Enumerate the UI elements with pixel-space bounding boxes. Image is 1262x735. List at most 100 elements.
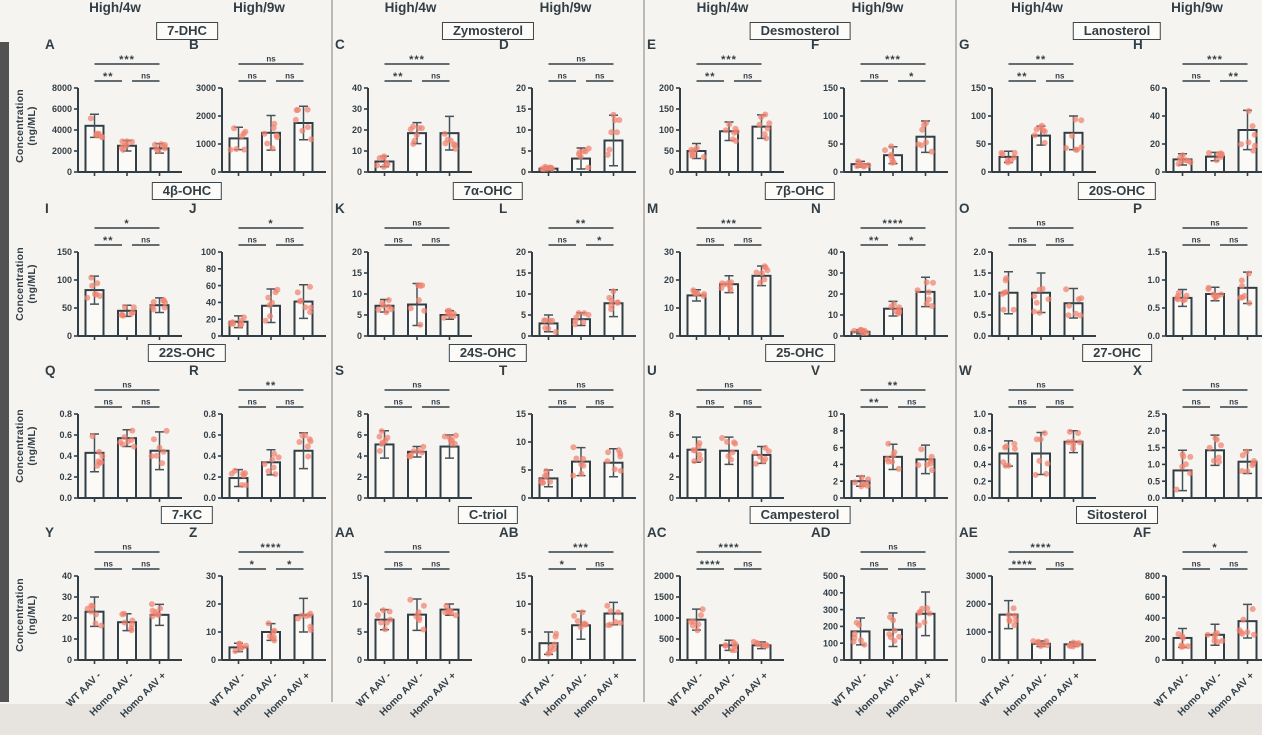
error-bar: [299, 105, 308, 141]
data-point: [604, 458, 611, 465]
data-point: [850, 638, 857, 645]
data-point: [274, 134, 281, 141]
y-tick-label: 10: [62, 634, 72, 644]
data-point: [308, 304, 315, 311]
data-point: [891, 627, 898, 634]
data-point: [888, 151, 895, 158]
y-tick-label: 0: [833, 493, 838, 503]
data-point: [231, 125, 237, 132]
y-axis-label: Concentration (ng/ML): [13, 408, 38, 483]
data-point: [265, 620, 272, 627]
data-point: [407, 126, 414, 133]
sterol-title: 24S-OHC: [448, 344, 528, 362]
data-point: [275, 454, 282, 461]
chart-panel: C *** ** ns 0 10 20 30 40: [334, 22, 478, 185]
panel-H: H *** ns ** 0 20 40 60: [1133, 37, 1262, 177]
y-tick-label: 0: [521, 493, 526, 503]
data-point: [1066, 302, 1073, 309]
data-point: [1039, 641, 1046, 648]
data-point: [1036, 286, 1043, 293]
y-tick-label: 2: [833, 476, 838, 486]
y-tick-label: 100: [823, 638, 838, 648]
data-point: [374, 612, 381, 619]
significance-label: ns: [394, 560, 404, 569]
y-tick-label: 40: [1150, 111, 1160, 121]
data-point: [1003, 275, 1010, 282]
data-point: [385, 297, 392, 303]
data-point: [421, 307, 428, 314]
significance-label: ns: [248, 236, 258, 245]
sterol-title: 4β-OHC: [151, 182, 223, 200]
data-point: [579, 609, 586, 616]
data-point: [418, 449, 425, 456]
data-point: [1211, 457, 1217, 464]
data-point: [764, 125, 771, 132]
y-tick-label: 0.8: [973, 426, 986, 436]
data-point: [294, 289, 301, 296]
y-tick-label: 0: [521, 655, 526, 665]
y-tick-label: 0.8: [203, 409, 216, 419]
data-point: [1187, 470, 1193, 477]
data-point: [1180, 297, 1187, 304]
condition-header: High/4w: [89, 0, 141, 15]
data-point: [1075, 296, 1082, 303]
y-tick-label: 0.6: [973, 443, 986, 453]
significance-label: *: [560, 559, 565, 571]
y-tick-label: 1000: [196, 139, 216, 149]
panel-letter: D: [499, 37, 509, 52]
y-tick-label: 0: [1155, 167, 1160, 177]
data-point: [270, 628, 277, 635]
data-point: [270, 125, 277, 131]
y-tick-label: 200: [659, 83, 674, 93]
significance-label: ns: [1229, 560, 1239, 569]
data-point: [376, 433, 383, 440]
data-point: [890, 159, 897, 166]
data-point: [546, 317, 553, 324]
significance-label: ns: [104, 398, 114, 407]
chart-panel: J * ns ns 0 20 40 60 80 100: [188, 186, 332, 349]
y-tick-label: 0: [669, 493, 674, 503]
data-point: [230, 320, 237, 327]
data-point: [163, 427, 170, 434]
significance-label: ns: [285, 236, 295, 245]
condition-header: High/4w: [384, 0, 437, 15]
y-tick-label: 0: [521, 331, 526, 341]
data-point: [617, 619, 624, 626]
y-tick-label: 1000: [966, 627, 986, 637]
data-point: [304, 443, 311, 450]
y-tick-label: 0.0: [973, 331, 986, 341]
y-tick-label: 4: [833, 460, 838, 470]
y-tick-label: 2.0: [1147, 426, 1160, 436]
data-point: [269, 299, 275, 306]
condition-header: High/9w: [1171, 0, 1223, 15]
y-tick-label: 20: [206, 314, 216, 324]
condition-header-row: High/4w High/9w: [645, 0, 955, 20]
data-point: [96, 449, 103, 455]
data-point: [727, 286, 734, 293]
data-point: [1063, 145, 1069, 151]
y-tick-label: 0: [211, 167, 216, 177]
y-tick-label: 500: [823, 571, 838, 581]
y-tick-label: 400: [1145, 613, 1160, 623]
significance-label: **: [1228, 71, 1239, 83]
data-point: [610, 111, 617, 118]
significance-label: ns: [595, 72, 605, 81]
y-tick-label: 2: [357, 472, 362, 482]
data-point: [1011, 622, 1018, 629]
y-axis-title-cell: Concentration (ng/ML): [9, 0, 43, 180]
chart-panel: E *** ** ns 0 50 100 150 200: [646, 22, 790, 185]
data-point: [420, 443, 427, 450]
significance-label: ns: [595, 560, 605, 569]
data-point: [690, 447, 697, 454]
data-point: [1044, 460, 1051, 467]
data-point: [1187, 453, 1194, 460]
data-point: [87, 115, 94, 122]
data-point: [380, 607, 387, 614]
